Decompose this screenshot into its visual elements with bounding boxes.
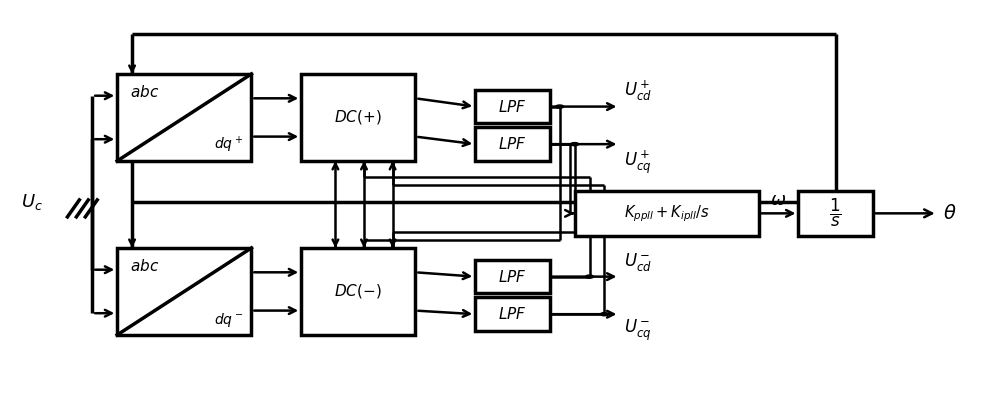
Text: $U^+_{cq}$: $U^+_{cq}$ — [624, 148, 652, 176]
Text: $DC(+)$: $DC(+)$ — [334, 108, 382, 126]
Circle shape — [571, 143, 579, 146]
Text: $dq^+$: $dq^+$ — [214, 135, 243, 155]
Text: $U^+_{cd}$: $U^+_{cd}$ — [624, 78, 652, 103]
FancyBboxPatch shape — [301, 248, 415, 335]
Text: $K_{ppll}+K_{ipll}/s$: $K_{ppll}+K_{ipll}/s$ — [624, 203, 710, 224]
FancyBboxPatch shape — [117, 248, 251, 335]
FancyBboxPatch shape — [475, 90, 550, 124]
Text: $abc$: $abc$ — [130, 258, 159, 274]
Text: $dq^-$: $dq^-$ — [214, 311, 243, 329]
Text: $DC(-)$: $DC(-)$ — [334, 282, 382, 300]
FancyBboxPatch shape — [475, 260, 550, 294]
Text: $LPF$: $LPF$ — [498, 269, 527, 285]
Circle shape — [586, 275, 593, 278]
FancyBboxPatch shape — [475, 298, 550, 331]
Text: $LPF$: $LPF$ — [498, 136, 527, 152]
FancyBboxPatch shape — [475, 128, 550, 161]
Text: $LPF$: $LPF$ — [498, 99, 527, 115]
Text: $U^-_{cd}$: $U^-_{cd}$ — [624, 251, 652, 273]
Text: $abc$: $abc$ — [130, 84, 159, 100]
Text: $\dfrac{1}{s}$: $\dfrac{1}{s}$ — [829, 197, 842, 229]
Text: $U_c$: $U_c$ — [21, 192, 43, 213]
FancyBboxPatch shape — [117, 74, 251, 161]
Text: $LPF$: $LPF$ — [498, 306, 527, 322]
FancyBboxPatch shape — [798, 190, 873, 236]
Text: $\theta$: $\theta$ — [943, 204, 956, 223]
FancyBboxPatch shape — [575, 190, 759, 236]
FancyBboxPatch shape — [301, 74, 415, 161]
Circle shape — [600, 313, 608, 316]
Text: $\omega$: $\omega$ — [770, 191, 787, 209]
Text: $U^-_{cq}$: $U^-_{cq}$ — [624, 318, 652, 343]
Circle shape — [556, 105, 564, 108]
